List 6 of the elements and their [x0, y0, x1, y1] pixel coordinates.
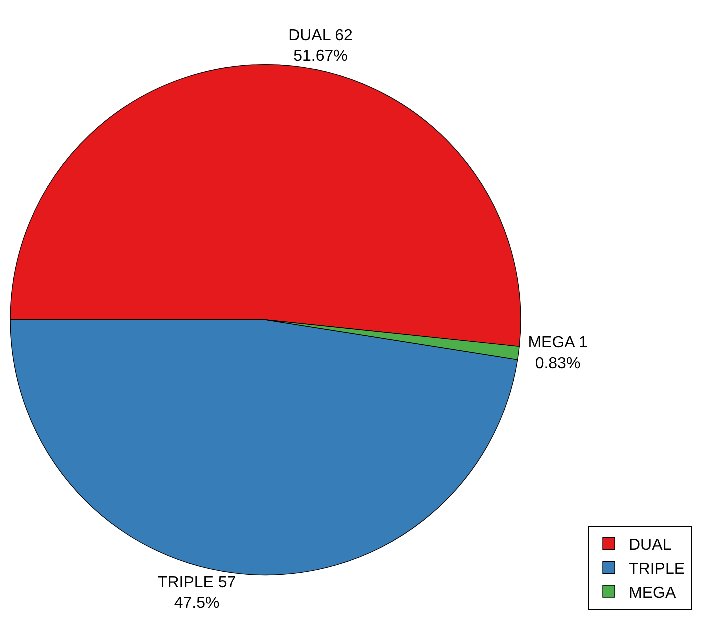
- legend-label: DUAL: [629, 537, 672, 554]
- data-label: MEGA 1 0.83%: [528, 334, 588, 373]
- data-label: DUAL 62 51.67%: [288, 27, 353, 66]
- legend-label: MEGA: [629, 584, 676, 602]
- data-label: TRIPLE 57 47.5%: [158, 574, 236, 612]
- legend-label: TRIPLE: [629, 560, 686, 578]
